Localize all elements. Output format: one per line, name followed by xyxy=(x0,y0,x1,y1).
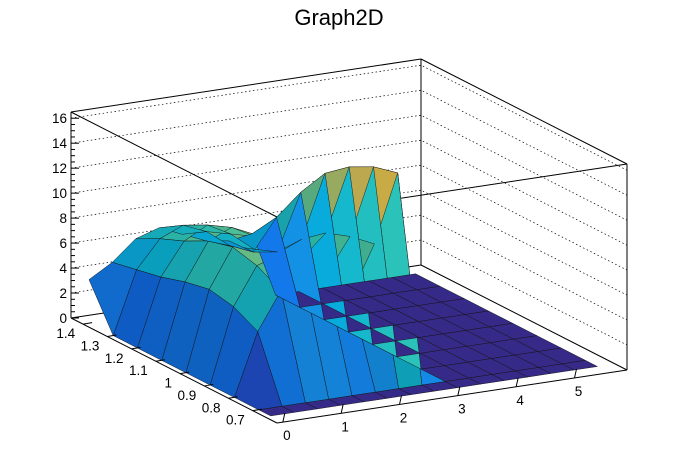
front-edge xyxy=(70,317,278,424)
z-tick-label: 2 xyxy=(59,286,67,301)
y-tick xyxy=(228,396,238,399)
x-tick xyxy=(457,386,461,396)
z-gridline xyxy=(70,64,628,171)
front-edge xyxy=(276,369,628,424)
z-axis: 0 2 4 6 8 10 12 14 16 xyxy=(52,111,79,326)
box-edge xyxy=(70,58,422,113)
x-tick xyxy=(282,413,286,423)
x-axis: 0 1 2 3 4 5 xyxy=(282,368,583,443)
surface-mesh xyxy=(88,166,598,417)
z-gridline xyxy=(70,189,628,296)
z-gridline xyxy=(70,139,628,246)
z-tick-label: 4 xyxy=(59,261,67,276)
x-tick xyxy=(515,377,519,387)
y-tick-label: 1.2 xyxy=(105,351,124,366)
y-tick-label: 0.8 xyxy=(202,400,221,415)
y-tick-label: 1 xyxy=(165,376,173,391)
surface-cell xyxy=(88,262,137,336)
x-tick-label: 3 xyxy=(458,402,466,417)
z-tick-label: 12 xyxy=(52,161,67,176)
y-tick-label: 0.7 xyxy=(226,413,245,428)
chart-title: Graph2D xyxy=(294,5,383,30)
z-tick-label: 6 xyxy=(59,236,67,251)
x-tick-label: 4 xyxy=(516,393,524,408)
y-tick-label: 1.3 xyxy=(81,339,100,354)
z-gridline xyxy=(70,214,628,321)
z-gridline xyxy=(70,164,628,271)
z-tick-label: 8 xyxy=(59,211,67,226)
x-tick xyxy=(340,404,344,414)
z-gridline xyxy=(70,239,628,346)
z-tick-label: 10 xyxy=(52,186,67,201)
x-tick-label: 5 xyxy=(575,384,583,399)
y-tick xyxy=(107,334,117,338)
y-tick xyxy=(83,322,93,325)
x-tick xyxy=(574,368,577,379)
x-tick-label: 0 xyxy=(283,428,291,443)
y-axis: 0.7 0.8 0.9 1 1.1 1.2 1.3 1.4 xyxy=(56,322,262,428)
y-tick xyxy=(155,359,165,362)
y-tick-label: 1.4 xyxy=(56,326,75,341)
box-edge xyxy=(70,111,278,218)
x-tick-label: 2 xyxy=(400,410,408,425)
z-tick-label: 0 xyxy=(59,311,67,326)
z-gridline xyxy=(70,89,628,196)
axes-front-frame xyxy=(70,317,628,424)
x-tick xyxy=(399,395,402,405)
z-gridline xyxy=(70,114,628,221)
y-tick xyxy=(179,371,190,375)
y-tick xyxy=(252,408,262,412)
y-tick xyxy=(131,346,141,350)
box-edge xyxy=(420,264,628,371)
box-edge xyxy=(420,58,628,165)
y-tick xyxy=(204,383,214,387)
z-tick-label: 14 xyxy=(52,136,68,151)
y-tick-label: 1.1 xyxy=(129,363,148,378)
y-tick-label: 0.9 xyxy=(178,388,197,403)
z-gridlines xyxy=(70,64,628,346)
x-tick-label: 1 xyxy=(341,419,349,434)
z-tick-label: 16 xyxy=(52,111,67,126)
